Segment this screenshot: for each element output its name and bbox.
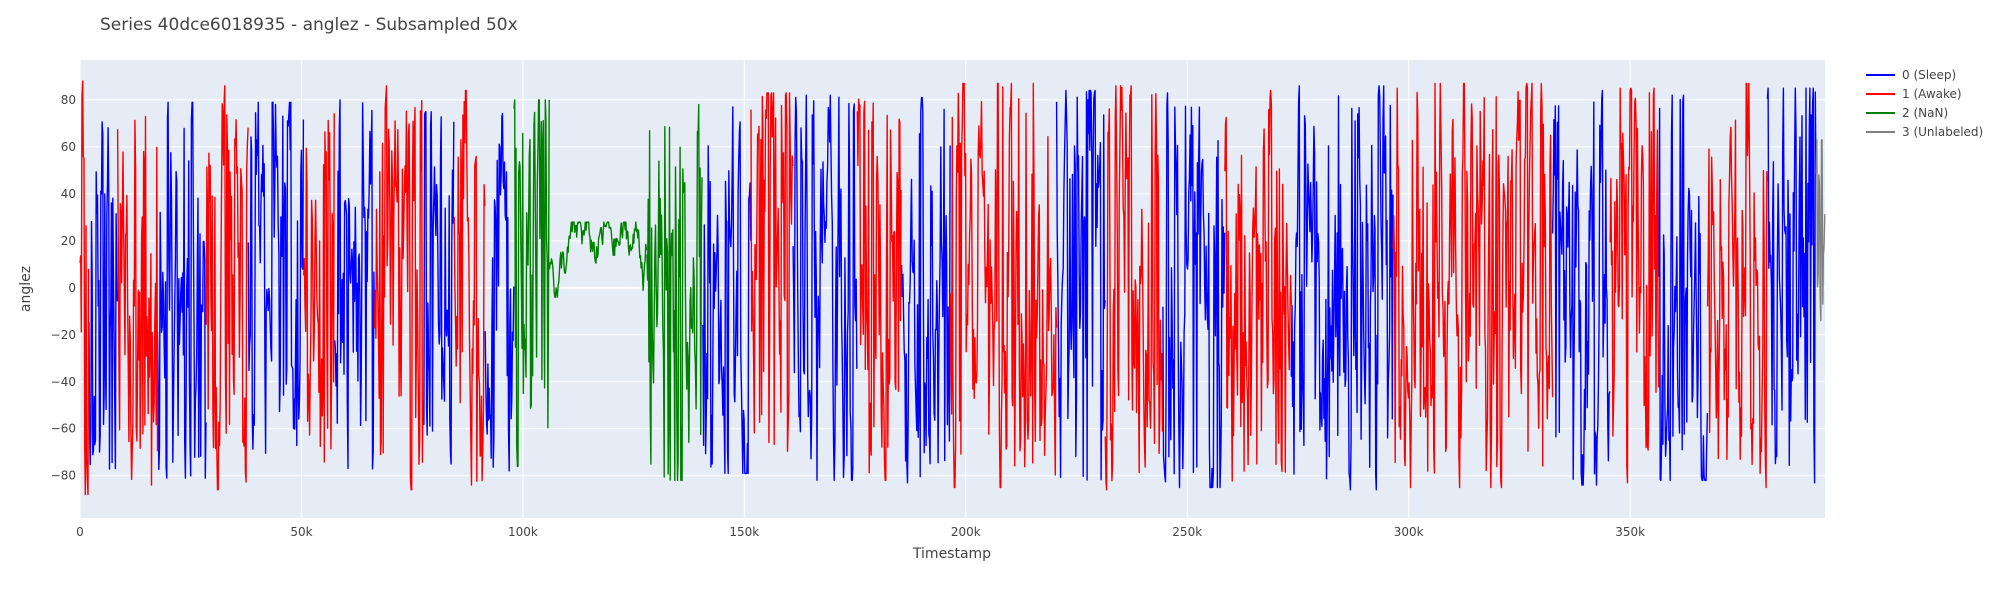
series-line-segment — [1658, 94, 1709, 482]
series-line-segment — [1815, 139, 1826, 322]
y-tick-label: 40 — [61, 187, 76, 201]
series-line-segment — [422, 110, 455, 465]
series-line-segment — [792, 94, 858, 482]
series-1-trace — [79, 80, 1769, 496]
series-line-segment — [548, 221, 648, 298]
legend-item[interactable]: 3 (Unlabeled) — [1866, 125, 1983, 139]
y-tick-label: −60 — [51, 422, 76, 436]
series-line-segment — [116, 115, 159, 486]
series-line-segment — [373, 85, 424, 491]
series-line-segment — [303, 113, 335, 463]
series-line-segment — [1392, 82, 1554, 489]
legend-label: 1 (Awake) — [1902, 87, 1962, 101]
x-tick-label: 200k — [951, 525, 981, 539]
y-tick-label: −80 — [51, 469, 76, 483]
legend-item[interactable]: 2 (NaN) — [1866, 106, 1948, 120]
series-3-trace — [1815, 139, 1826, 322]
y-tick-label: 60 — [61, 140, 76, 154]
series-line-segment — [856, 98, 902, 482]
series-line-segment — [646, 103, 703, 482]
legend-label: 2 (NaN) — [1902, 106, 1948, 120]
series-line-segment — [1224, 89, 1292, 482]
y-tick-label: 20 — [61, 234, 76, 248]
y-axis-ticks: −80 −60 −40 −20 0 20 40 60 80 — [51, 93, 76, 483]
series-line-segment — [1706, 82, 1769, 489]
chart-title: Series 40dce6018935 - anglez - Subsample… — [100, 15, 518, 35]
series-line-segment — [701, 106, 752, 475]
series-line-segment — [79, 80, 90, 496]
series-line-segment — [88, 121, 119, 470]
series-line-segment — [453, 89, 486, 486]
series-line-segment — [1162, 92, 1226, 489]
x-tick-label: 50k — [290, 525, 312, 539]
series-line-segment — [1609, 87, 1660, 484]
series-line-segment — [1055, 89, 1106, 481]
series-line-segment — [949, 82, 1058, 489]
x-tick-label: 150k — [729, 525, 759, 539]
legend-item[interactable]: 0 (Sleep) — [1866, 68, 1956, 82]
y-axis-label: anglez — [18, 266, 34, 312]
series-line-segment — [334, 99, 376, 470]
series-line-segment — [1290, 85, 1394, 491]
legend[interactable]: 0 (Sleep) 1 (Awake) 2 (NaN) 3 (Unlabeled) — [1866, 68, 1983, 139]
x-tick-label: 350k — [1615, 525, 1645, 539]
series-line-segment — [156, 101, 207, 479]
series-line-segment — [1766, 87, 1817, 484]
y-tick-label: 0 — [68, 281, 76, 295]
x-axis-label: Timestamp — [912, 546, 991, 562]
series-2-trace — [513, 99, 703, 482]
legend-label: 0 (Sleep) — [1902, 68, 1956, 82]
series-line-segment — [205, 85, 249, 491]
series-line-segment — [484, 112, 515, 472]
x-tick-label: 100k — [508, 525, 538, 539]
legend-label: 3 (Unlabeled) — [1902, 125, 1983, 139]
series-line-segment — [247, 101, 305, 454]
series-traces — [79, 80, 1826, 496]
x-tick-label: 0 — [76, 525, 84, 539]
x-tick-label: 250k — [1172, 525, 1202, 539]
series-0-trace — [88, 85, 1817, 491]
y-tick-label: −20 — [51, 328, 76, 342]
series-line-segment — [900, 96, 951, 484]
series-line-segment — [513, 99, 550, 467]
x-tick-label: 300k — [1394, 525, 1424, 539]
x-axis-ticks: 0 50k 100k 150k 200k 250k 300k 350k — [76, 525, 1645, 539]
y-tick-label: 80 — [61, 93, 76, 107]
series-line-segment — [750, 92, 794, 452]
legend-item[interactable]: 1 (Awake) — [1866, 87, 1962, 101]
y-tick-label: −40 — [51, 375, 76, 389]
series-line-segment — [1104, 85, 1164, 491]
series-line-segment — [1551, 89, 1611, 486]
